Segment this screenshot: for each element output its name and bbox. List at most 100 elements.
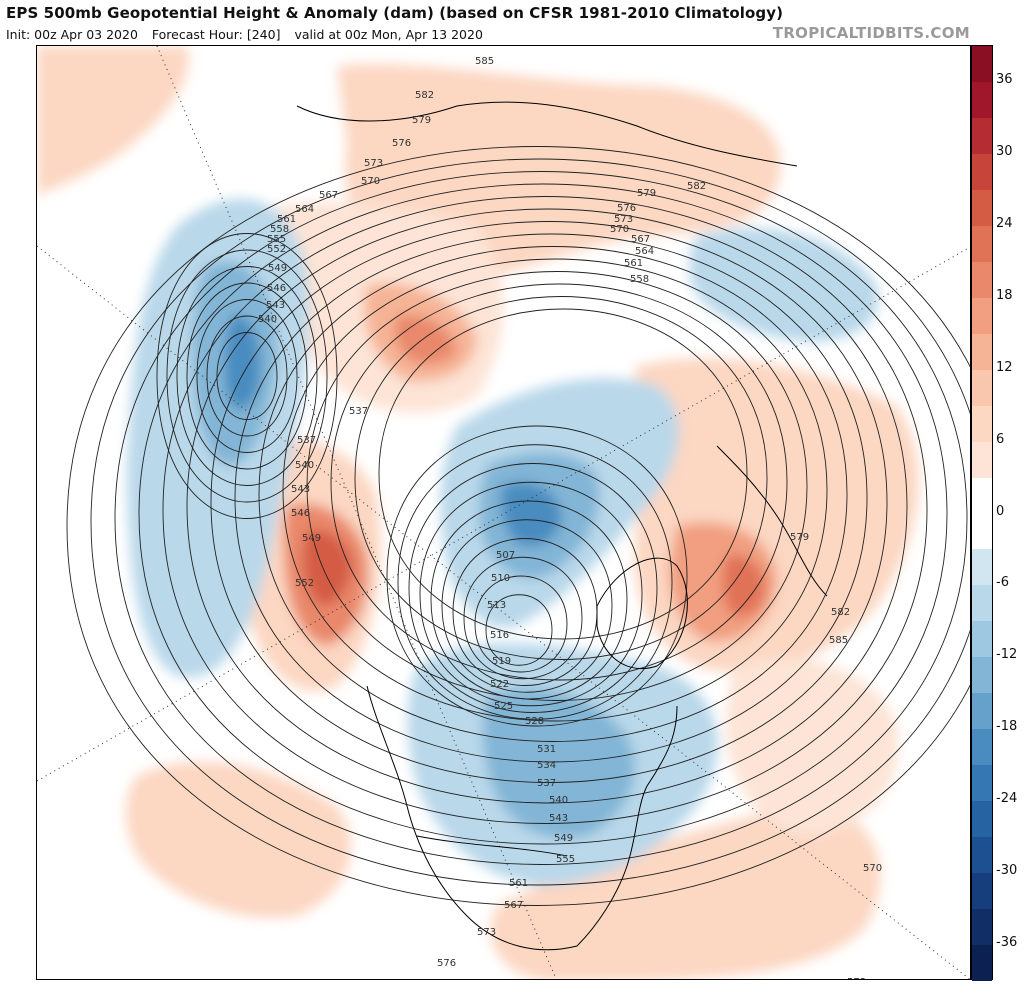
colorbar [971,45,993,982]
colorbar-bin [972,477,992,550]
contour-label: 543 [291,484,310,495]
contour-label: 573 [477,927,496,938]
contour-label: 516 [490,630,509,641]
coastline-greenland [596,557,688,670]
contour-label: 576 [37,46,56,49]
height-contour [166,249,328,503]
contour-label: 546 [267,283,286,294]
contour-label: 567 [319,190,338,201]
height-contour [408,463,658,713]
warm-anomaly-mid-atlantic [726,658,899,836]
contour-label: 528 [525,716,544,727]
contour-label: 525 [494,701,513,712]
contour-label: 570 [863,863,882,874]
height-contour [138,183,948,845]
height-contour [474,575,568,673]
warm-anomaly-alaska-inner [303,530,352,606]
colorbar-bin [972,585,992,622]
height-contour [162,196,928,824]
contour-label: 570 [610,224,629,235]
height-contour [463,557,583,679]
map-panel: 585 582 579 576 573 570 567 564 561 558 555 552 549 5… [36,45,971,980]
contour-label: 510 [491,573,510,584]
colorbar-tick-label: 18 [996,287,1013,303]
brand-watermark: TROPICALTIDBITS.COM [772,24,970,42]
colorbar-tick-label: -18 [996,719,1018,735]
colorbar-bin [972,117,992,155]
anomaly-map: 5855825795765735705675645615585555525495… [37,46,970,979]
colorbar-bin [972,837,992,874]
contour-label: 507 [496,550,515,561]
contour-label: 537 [297,435,316,446]
height-contour [234,233,868,763]
height-contour [210,221,888,783]
contour-label: 573 [614,214,633,225]
contour-label: 567 [631,234,650,245]
colorbar-bin [972,873,992,910]
colorbar-tick-label: 24 [996,215,1013,231]
valid-time: valid at 00z Mon, Apr 13 2020 [294,27,483,42]
height-contour [397,444,673,720]
height-contour [378,308,748,640]
contour-label: 576 [437,958,456,969]
contour-label: 576 [617,203,636,214]
colorbar-bin [972,297,992,335]
colorbar-tick-label: -6 [996,575,1009,591]
cold-anomaly-canada-core [482,688,635,839]
colorbar-bin [972,621,992,658]
coastlines [296,101,828,951]
contour-labels: 5855825795765735705675645615585555525495… [37,46,882,979]
contour-label: 576 [392,138,411,149]
height-contour [176,266,318,486]
contour-label: 513 [487,600,506,611]
contour-label: 531 [537,744,556,755]
height-contour [186,208,908,804]
map-subtitle: Init: 00z Apr 03 2020 Forecast Hour: [24… [6,27,493,42]
contour-label: 558 [270,224,289,235]
contour-label: 540 [258,314,277,325]
colorbar-tick-label: 6 [996,431,1005,447]
colorbar-bin [972,369,992,407]
init-time: Init: 00z Apr 03 2020 [6,27,138,42]
height-contour [156,233,338,519]
warm-anomaly-pacific [125,761,352,918]
contour-label: 543 [549,813,568,824]
contour-label: 567 [504,900,523,911]
contour-label: 579 [637,188,656,199]
height-contour [430,500,628,700]
contour-label: 561 [277,214,296,225]
height-contour [485,594,553,666]
colorbar-tick-label: 12 [996,359,1013,375]
height-contour [282,258,828,722]
contour-label: 588 [37,46,56,49]
contour-label: 549 [302,533,321,544]
colorbar-bin [972,153,992,191]
cold-anomaly-arctic-vortex-inner [501,482,562,547]
colorbar-bin [972,261,992,299]
contour-label: 549 [554,833,573,844]
colorbar-bin [972,693,992,730]
colorbar-tick-label: -12 [996,647,1018,663]
forecast-hour: Forecast Hour: [240] [151,27,281,42]
colorbar-bin [972,225,992,263]
height-contour [258,246,848,742]
colorbar-tick-label: -30 [996,863,1018,879]
contour-label: 555 [556,854,575,865]
height-contour [419,482,643,706]
colorbar-bin [972,189,992,227]
contour-label: 585 [829,635,848,646]
height-contour [330,283,788,681]
height-contour [90,158,970,886]
colorbar-bin [972,441,992,479]
contour-label: 570 [361,176,380,187]
colorbar-bin [972,657,992,694]
colorbar-bin [972,81,992,119]
contour-label: 561 [509,878,528,889]
contour-label: 543 [266,300,285,311]
contour-label: 552 [295,578,314,589]
height-contour [196,299,298,453]
colorbar-bin [972,549,992,586]
colorbar-bin [972,333,992,371]
contour-label: 549 [268,263,287,274]
contour-label: 552 [267,244,286,255]
